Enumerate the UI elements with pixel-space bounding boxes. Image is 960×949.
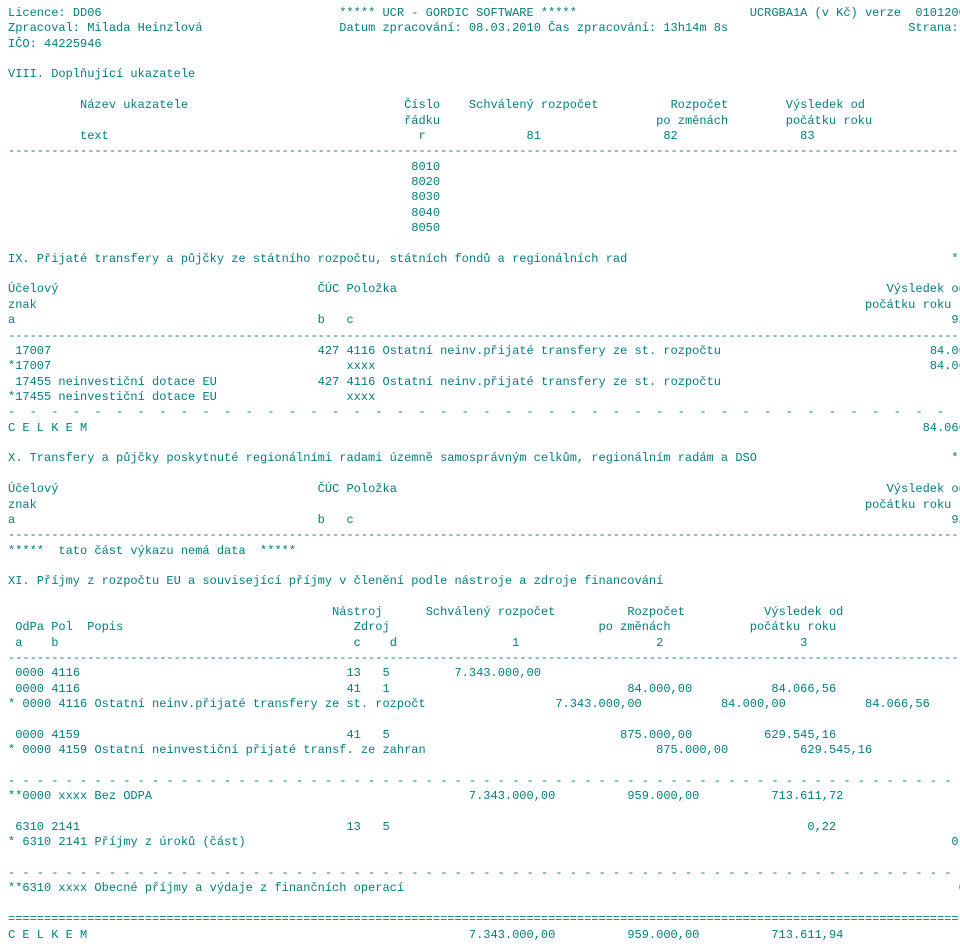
s10-empty: ***** tato část výkazu nemá data *****	[8, 544, 296, 558]
sep-thin: ----------------------------------------…	[8, 528, 959, 542]
report-body: Licence: DD06 ***** UCR - GORDIC SOFTWAR…	[8, 6, 952, 943]
s11-subtotal: **0000 xxxx Bez ODPA 7.343.000,00 959.00…	[8, 789, 843, 803]
section10-title: X. Transfery a půjčky poskytnuté regioná…	[8, 451, 959, 465]
s8-row: 8050	[411, 221, 440, 235]
s8-row: 8010	[411, 160, 440, 174]
sep-half: - - - - - - - - - - - - - - - - - - - - …	[8, 774, 960, 788]
sep-thin: ----------------------------------------…	[8, 329, 959, 343]
sep-thin: ----------------------------------------…	[8, 651, 959, 665]
s8-row: 8040	[411, 206, 440, 220]
section11-title: XI. Příjmy z rozpočtu EU a související p…	[8, 574, 960, 588]
s11-total: C E L K E M 7.343.000,00 959.000,00 713.…	[8, 928, 843, 942]
s11-subtotal: **6310 xxxx Obecné příjmy a výdaje z fin…	[8, 881, 960, 895]
hdr-line3: IČO: 44225946	[8, 37, 102, 51]
sep-half: - - - - - - - - - - - - - - - - - - - - …	[8, 866, 960, 880]
hdr-line1: Licence: DD06 ***** UCR - GORDIC SOFTWAR…	[8, 6, 960, 20]
s8-row: 8020	[411, 175, 440, 189]
s9-total: C E L K E M 84.066,56	[8, 421, 960, 435]
section9-title: IX. Přijaté transfery a půjčky ze státní…	[8, 252, 959, 266]
sep-thin: ----------------------------------------…	[8, 144, 959, 158]
section8-title: VIII. Doplňující ukazatele	[8, 67, 195, 81]
hdr-line2: Zpracoval: Milada Heinzlová Datum zpraco…	[8, 21, 960, 35]
sep-eq: ========================================…	[8, 912, 959, 926]
sep-wide: - - - - - - - - - - - - - - - - - - - - …	[8, 405, 960, 419]
s8-row: 8030	[411, 190, 440, 204]
